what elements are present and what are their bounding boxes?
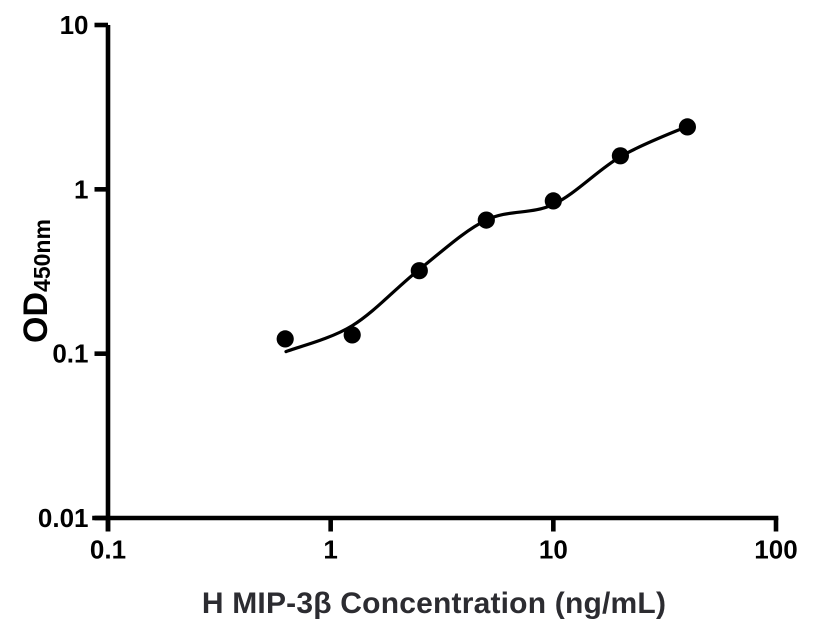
data-point (477, 211, 495, 229)
data-point (276, 330, 294, 348)
y-axis-title: OD450nm (17, 219, 55, 343)
y-tick-label: 1 (74, 174, 88, 204)
y-tick-label: 10 (60, 10, 89, 40)
x-axis-title: H MIP-3β Concentration (ng/mL) (201, 587, 667, 620)
data-point (544, 192, 562, 210)
data-point (410, 262, 428, 280)
x-tick-label: 1 (323, 535, 337, 565)
x-tick-label: 100 (754, 535, 797, 565)
y-axis-title-main: OD (17, 291, 55, 343)
y-tick-label: 0.1 (52, 339, 88, 369)
data-point (611, 147, 630, 165)
data-point (678, 118, 697, 136)
x-tick-label: 10 (539, 535, 568, 565)
x-tick-label: 0.1 (90, 535, 126, 565)
y-axis-title-subscript: 450nm (29, 219, 55, 292)
data-point (343, 326, 361, 344)
y-tick-label: 0.01 (38, 503, 89, 533)
